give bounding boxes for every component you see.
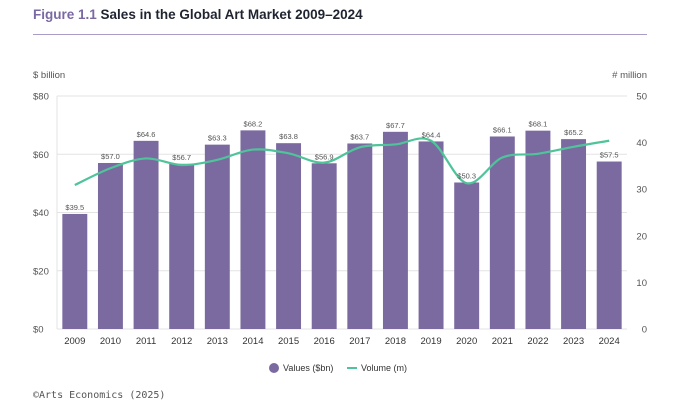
bar-2010 xyxy=(98,163,123,329)
y-right-tick-label: 40 xyxy=(636,138,647,149)
y-left-tick-label: $20 xyxy=(33,266,49,277)
bar-value-label: $57.5 xyxy=(600,151,619,160)
x-tick-label: 2015 xyxy=(278,336,299,347)
bar-value-label: $64.6 xyxy=(137,130,156,139)
y-right-tick-label: 30 xyxy=(636,185,647,196)
x-tick-label: 2013 xyxy=(207,336,228,347)
y-right-tick-label: 50 xyxy=(636,92,647,103)
y-right-tick-label: 10 xyxy=(636,278,647,289)
bar-value-label: $68.1 xyxy=(529,120,548,129)
bar-2019 xyxy=(419,141,444,329)
x-tick-label: 2012 xyxy=(171,336,192,347)
bar-2020 xyxy=(454,183,479,329)
bar-2011 xyxy=(134,141,159,329)
x-tick-label: 2021 xyxy=(492,336,513,347)
x-tick-label: 2010 xyxy=(100,336,121,347)
y-left-tick-label: $60 xyxy=(33,150,49,161)
bar-series xyxy=(62,130,621,329)
bar-value-label: $56.7 xyxy=(172,153,191,162)
x-tick-label: 2022 xyxy=(527,336,548,347)
y-left-tick-label: $0 xyxy=(33,325,44,336)
bar-2012 xyxy=(169,164,194,329)
bar-2022 xyxy=(525,131,550,329)
bar-2014 xyxy=(240,130,265,329)
y-right-axis-title: # million xyxy=(612,70,647,81)
y-left-axis-title: $ billion xyxy=(33,70,65,81)
legend: Values ($bn) Volume (m) xyxy=(269,363,407,373)
x-tick-label: 2020 xyxy=(456,336,477,347)
legend-bar-label: Values ($bn) xyxy=(283,363,333,373)
bar-value-label: $50.3 xyxy=(457,172,476,181)
bar-value-label: $39.5 xyxy=(65,203,84,212)
legend-bar-swatch xyxy=(269,363,279,373)
x-tick-label: 2024 xyxy=(599,336,620,347)
bar-2013 xyxy=(205,145,230,329)
y-left-tick-label: $80 xyxy=(33,92,49,103)
x-tick-label: 2014 xyxy=(242,336,263,347)
source-note: ©Arts Economics (2025) xyxy=(33,390,165,401)
bar-2017 xyxy=(347,143,372,329)
sales-chart: $ billion # million $0 $20 $40 $60 $80 0 10 20 30 4… xyxy=(0,0,685,390)
x-tick-label: 2018 xyxy=(385,336,406,347)
bar-value-label: $63.8 xyxy=(279,132,298,141)
bar-value-label: $65.2 xyxy=(564,128,583,137)
bar-value-label: $57.0 xyxy=(101,152,120,161)
bar-2024 xyxy=(597,162,622,329)
bar-value-label: $56.9 xyxy=(315,152,334,161)
x-tick-label: 2019 xyxy=(420,336,441,347)
bar-value-label: $66.1 xyxy=(493,125,512,134)
bar-value-label: $68.2 xyxy=(244,119,263,128)
axes: $ billion # million $0 $20 $40 $60 $80 0 10 20 30 4… xyxy=(33,70,647,347)
x-tick-label: 2023 xyxy=(563,336,584,347)
legend-line-label: Volume (m) xyxy=(361,363,407,373)
x-tick-label: 2016 xyxy=(314,336,335,347)
y-left-tick-label: $40 xyxy=(33,208,49,219)
bar-2018 xyxy=(383,132,408,329)
bar-value-label: $63.3 xyxy=(208,134,227,143)
bar-value-label: $63.7 xyxy=(350,132,369,141)
bar-2016 xyxy=(312,163,337,329)
y-right-tick-label: 0 xyxy=(642,325,647,336)
bar-value-label: $64.4 xyxy=(422,130,441,139)
bar-value-label: $67.7 xyxy=(386,121,405,130)
x-tick-label: 2009 xyxy=(64,336,85,347)
x-tick-label: 2011 xyxy=(136,336,156,347)
bar-2023 xyxy=(561,139,586,329)
x-tick-label: 2017 xyxy=(349,336,370,347)
y-right-tick-label: 20 xyxy=(636,231,647,242)
bar-2015 xyxy=(276,143,301,329)
bar-2009 xyxy=(62,214,87,329)
